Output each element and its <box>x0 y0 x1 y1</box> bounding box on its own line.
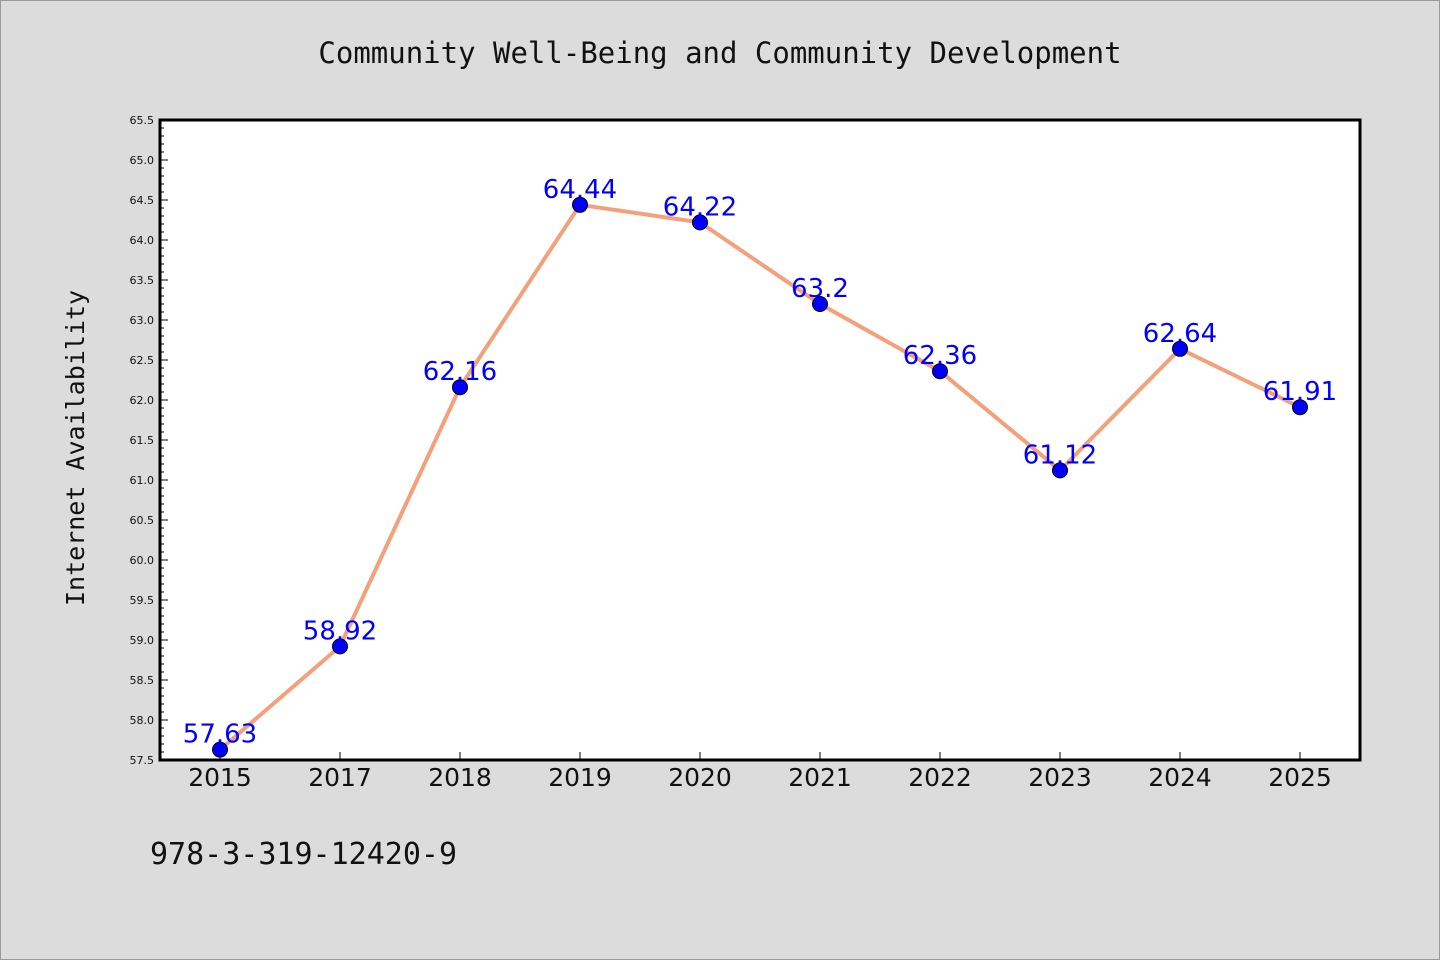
x-tick-label: 2020 <box>668 763 732 792</box>
y-tick-label: 60.0 <box>130 554 155 567</box>
isbn-text: 978-3-319-12420-9 <box>150 837 457 872</box>
plot-border <box>158 118 1362 762</box>
y-tick-label: 61.0 <box>130 474 155 487</box>
y-tick-label: 64.0 <box>130 234 155 247</box>
data-point <box>572 196 588 213</box>
y-tick-label: 65.0 <box>130 154 155 167</box>
y-tick-label: 60.5 <box>130 514 155 527</box>
x-tick-label: 2022 <box>908 763 972 792</box>
y-tick-label: 62.5 <box>130 354 155 367</box>
y-tick-label: 58.5 <box>130 674 155 687</box>
x-tick-label: 2021 <box>788 763 852 792</box>
data-point <box>452 379 468 396</box>
y-axis-label: Internet Availability <box>61 290 90 606</box>
y-axis-ticks: 57.5 58.0 58.5 59.0 59.5 60.0 60.5 61.0 61.5 62.0… <box>130 114 168 767</box>
data-point <box>812 296 828 312</box>
data-point <box>1172 340 1188 357</box>
y-tick-label: 57.5 <box>130 754 155 767</box>
data-labels: 57.63 58.92 62.16 64.44 64.22 63.2 62.36 61.12 6… <box>183 175 1337 750</box>
data-label: 62.64 <box>1143 319 1217 349</box>
data-point <box>332 638 348 655</box>
data-markers <box>212 196 1308 758</box>
y-tick-label: 59.0 <box>130 634 155 647</box>
y-tick-label: 63.0 <box>130 314 155 327</box>
y-tick-label: 65.5 <box>130 114 155 127</box>
y-tick-label: 61.5 <box>130 434 155 447</box>
data-label: 61.12 <box>1023 440 1097 470</box>
data-label: 62.36 <box>903 341 977 371</box>
data-point <box>1292 399 1308 416</box>
data-label: 62.16 <box>423 357 497 387</box>
data-point <box>212 741 228 758</box>
data-label: 63.2 <box>791 274 849 304</box>
plot-area <box>160 120 1360 760</box>
y-tick-label: 63.5 <box>130 274 155 287</box>
y-tick-label: 62.0 <box>130 394 155 407</box>
x-tick-label: 2019 <box>548 763 612 792</box>
x-axis-ticks: 2015 2017 2018 2019 2020 2021 2022 2023 2024 2025 <box>188 752 1332 792</box>
data-label: 57.63 <box>183 720 257 750</box>
y-tick-label: 64.5 <box>130 194 155 207</box>
x-tick-label: 2015 <box>188 763 252 792</box>
data-label: 58.92 <box>303 616 377 646</box>
x-tick-label: 2017 <box>308 763 372 792</box>
y-tick-label: 59.5 <box>130 594 155 607</box>
series-line <box>218 202 1301 752</box>
data-point <box>1052 462 1068 479</box>
data-label: 61.91 <box>1263 377 1337 407</box>
x-tick-label: 2024 <box>1148 763 1212 792</box>
x-tick-label: 2023 <box>1028 763 1092 792</box>
data-point <box>932 363 948 380</box>
x-tick-label: 2025 <box>1268 763 1332 792</box>
data-point <box>692 214 708 231</box>
chart-title: Community Well-Being and Community Devel… <box>318 36 1121 70</box>
data-label: 64.22 <box>663 192 737 222</box>
data-label: 64.44 <box>543 175 617 205</box>
y-tick-label: 58.0 <box>130 714 155 727</box>
x-tick-label: 2018 <box>428 763 492 792</box>
